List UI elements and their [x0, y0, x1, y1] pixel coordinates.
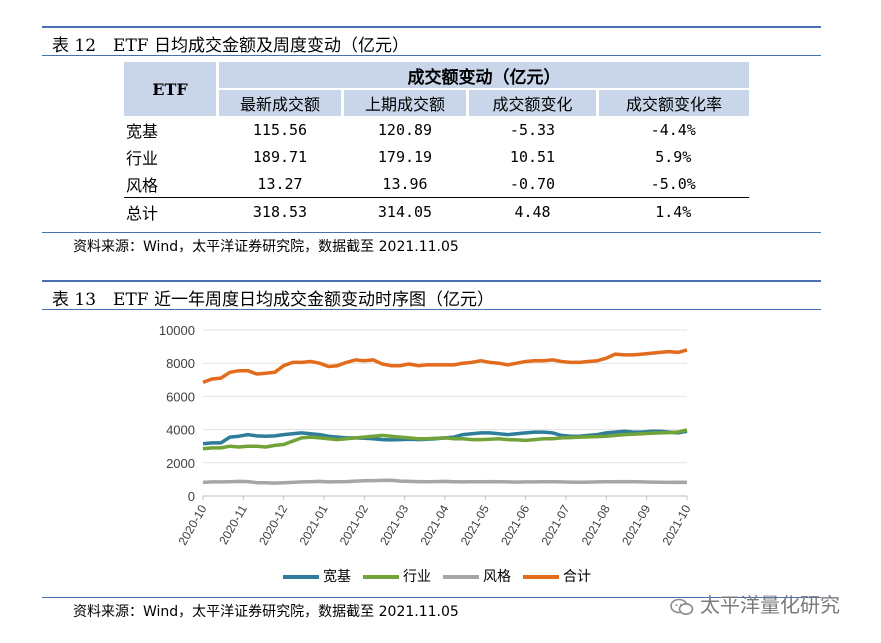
header-latest: 最新成交额	[216, 88, 343, 116]
y-tick-label: 10000	[159, 323, 195, 338]
legend-label: 合计	[563, 569, 591, 585]
table13-bottom-rule	[42, 597, 821, 598]
total-rate: 1.4%	[597, 197, 749, 226]
cell-change: -0.70	[509, 174, 556, 193]
cell-previous: 179.19	[377, 147, 433, 166]
chart-series	[202, 348, 688, 485]
legend-label: 宽基	[323, 569, 351, 585]
series-line	[202, 428, 688, 451]
table-row: 行业 189.71 179.19 10.51 5.9%	[124, 143, 749, 170]
total-latest: 318.53	[217, 197, 343, 226]
legend-item-industry: 行业	[363, 566, 431, 586]
x-tick-label: 2021-06	[498, 502, 532, 547]
legend-swatch	[443, 575, 479, 579]
x-tick-label: 2021-03	[377, 502, 411, 547]
total-previous: 314.05	[342, 197, 468, 226]
x-tick-label: 2021-09	[619, 502, 653, 547]
cell-latest: 189.71	[252, 147, 308, 166]
table-row: 宽基 115.56 120.89 -5.33 -4.4%	[124, 116, 749, 143]
x-tick-label: 2020-10	[175, 502, 209, 547]
table12-top-rule	[42, 26, 821, 28]
y-tick-label: 4000	[166, 423, 195, 438]
cell-latest: 13.27	[257, 174, 303, 193]
x-tick-label: 2021-10	[659, 502, 693, 547]
table13-top-rule	[42, 280, 821, 282]
row-label: 行业	[126, 148, 159, 168]
total-change: 4.48	[467, 197, 598, 226]
table13-caption: 表 13 ETF 近一年周度日均成交金额变动时序图（亿元）	[52, 290, 494, 310]
table-row: 风格 13.27 13.96 -0.70 -5.0%	[124, 170, 749, 198]
table13-source: 资料来源：Wind，太平洋证券研究院，数据截至 2021.11.05	[73, 604, 459, 620]
header-turnover-change-group: 成交额变动（亿元）	[216, 62, 749, 89]
watermark-text: 太平洋量化研究	[700, 593, 840, 617]
legend-label: 风格	[483, 569, 511, 585]
legend-item-broad: 宽基	[283, 566, 351, 586]
header-etf: ETF	[124, 62, 218, 116]
cell-latest: 115.56	[252, 120, 308, 139]
cell-rate: 5.9%	[655, 147, 692, 166]
series-line	[202, 478, 688, 485]
etf-turnover-table: ETF 成交额变动（亿元） 最新成交额 上期成交额 成交额变化 成交额变化率 宽…	[124, 62, 749, 226]
row-label: 风格	[126, 175, 159, 195]
legend-swatch	[523, 575, 559, 579]
header-previous: 上期成交额	[341, 88, 468, 116]
table12-bottom-rule	[42, 232, 821, 233]
y-axis-ticks: 0 2000 4000 6000 8000 10000	[159, 323, 195, 504]
x-tick-label: 2020-11	[216, 502, 250, 547]
cell-previous: 13.96	[382, 174, 428, 193]
legend-item-total: 合计	[523, 566, 591, 586]
header-change-rate: 成交额变化率	[596, 88, 749, 116]
table-total-row: 总计 318.53 314.05 4.48 1.4%	[124, 197, 749, 226]
row-label: 宽基	[126, 121, 159, 141]
y-tick-label: 0	[188, 489, 195, 504]
series-line	[202, 348, 688, 384]
x-tick-label: 2021-07	[538, 502, 572, 547]
x-tick-label: 2021-02	[337, 502, 371, 547]
table12-caption-rule	[42, 55, 821, 56]
table12-caption: 表 12 ETF 日均成交金额及周度变动（亿元）	[52, 36, 409, 56]
y-tick-label: 8000	[166, 356, 195, 371]
header-change: 成交额变化	[466, 88, 598, 116]
watermark: 太平洋量化研究	[670, 589, 840, 618]
cell-rate: -4.4%	[650, 120, 696, 139]
x-tick-label: 2021-01	[296, 502, 330, 547]
y-tick-label: 2000	[166, 456, 195, 471]
y-tick-label: 6000	[166, 389, 195, 404]
x-tick-label: 2021-08	[579, 502, 613, 547]
x-tick-label: 2020-12	[256, 502, 290, 547]
table12-source: 资料来源：Wind，太平洋证券研究院，数据截至 2021.11.05	[73, 239, 459, 255]
x-tick-label: 2021-05	[458, 502, 492, 547]
wechat-icon	[670, 598, 694, 615]
x-tick-label: 2021-04	[417, 502, 451, 547]
cell-change: 10.51	[509, 147, 556, 166]
table13-caption-rule	[42, 309, 821, 310]
x-axis-ticks: 2020-10 2020-11 2020-12 2021-01 2021-02 2021-…	[175, 496, 694, 548]
cell-change: -5.33	[509, 120, 556, 139]
cell-previous: 120.89	[377, 120, 433, 139]
legend-item-style: 风格	[443, 566, 511, 586]
legend-label: 行业	[403, 569, 431, 585]
legend-swatch	[283, 575, 319, 579]
legend-swatch	[363, 575, 399, 579]
total-label: 总计	[124, 197, 218, 226]
cell-rate: -5.0%	[650, 174, 696, 193]
